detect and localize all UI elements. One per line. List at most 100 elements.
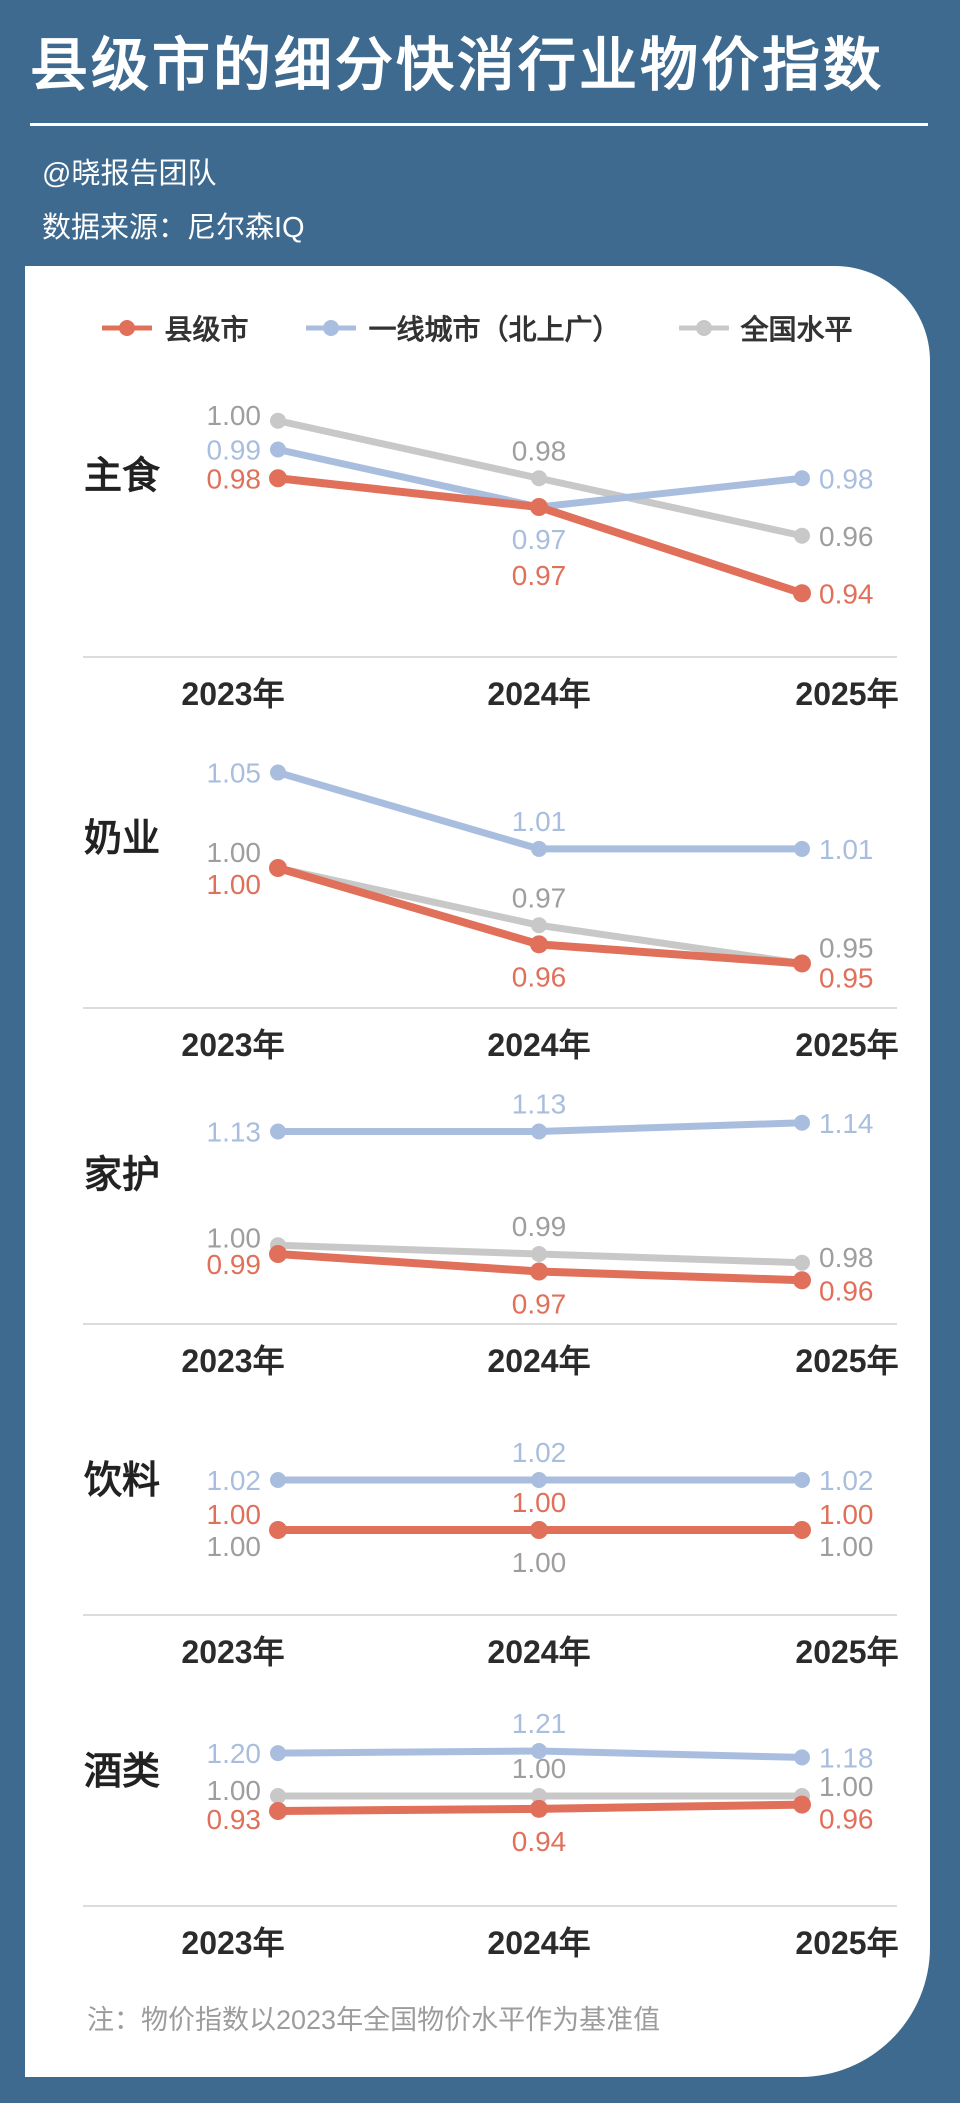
data-point-county [793,1520,811,1539]
data-point-national [531,1245,547,1262]
value-label-county: 0.97 [512,1288,567,1319]
data-point-tier1 [794,1114,810,1131]
value-label-national: 0.95 [819,932,874,963]
value-label-national: 0.99 [512,1211,567,1242]
value-label-national: 1.00 [512,1547,567,1578]
legend-marker-icon [678,319,729,336]
chart-dairy: 奶业 2023年 2024年 2025年 1.05 1.01 1.01 1.00 0.97 0.9… [83,757,899,1063]
data-point-tier1 [794,840,810,857]
data-point-county [269,1801,287,1820]
data-point-tier1 [270,1123,286,1140]
value-label-county: 0.96 [819,1804,874,1835]
data-point-national [270,412,286,429]
data-point-national [794,527,810,544]
value-label-national: 1.00 [819,1771,874,1802]
data-point-county [530,497,548,516]
data-point-county [530,1520,548,1539]
value-label-national: 1.00 [512,1753,567,1784]
data-point-county [793,584,811,603]
category-label: 主食 [84,456,161,498]
value-label-tier1: 1.02 [512,1437,567,1468]
data-point-tier1 [270,1745,286,1762]
chart-staple-food: 主食 2023年 2024年 2025年 1.00 0.98 0.96 0.99 0.97 0.9… [83,400,899,712]
legend-item-tier1: 一线城市（北上广） [306,308,621,348]
value-label-county: 0.96 [512,961,567,992]
value-label-county: 0.98 [207,463,262,494]
value-label-tier1: 0.99 [207,434,262,465]
value-label-national: 1.00 [207,1531,262,1562]
data-point-tier1 [531,1123,547,1140]
x-tick-label: 2025年 [795,1343,898,1379]
value-label-tier1: 1.20 [207,1738,262,1769]
data-source: 数据来源：尼尔森IQ [42,211,305,244]
x-tick-label: 2024年 [487,1027,590,1063]
data-point-national [270,1787,286,1804]
byline: @晓报告团队 [42,157,217,190]
value-label-tier1: 1.05 [207,757,262,788]
value-label-national: 0.97 [512,882,567,913]
x-tick-label: 2024年 [487,676,590,712]
chart-card: 县级市 一线城市（北上广） 全国水平 主食 2023年 2024年 2025年 1.00 0.… [25,265,930,2077]
value-label-county: 1.00 [207,869,262,900]
value-label-national: 1.00 [207,1775,262,1806]
value-label-tier1: 0.98 [819,463,874,494]
category-label: 奶业 [84,818,160,860]
data-point-national [531,1787,547,1804]
legend-marker-icon [306,319,357,336]
data-point-county [530,1262,548,1281]
value-label-national: 0.96 [819,521,874,552]
data-point-county [793,954,811,973]
x-tick-label: 2023年 [181,1027,284,1063]
x-tick-label: 2025年 [795,1634,898,1670]
value-label-tier1: 1.02 [819,1465,874,1496]
data-point-tier1 [794,470,810,487]
x-tick-label: 2023年 [181,1634,284,1670]
data-point-national [794,1254,810,1271]
data-point-county [269,858,287,877]
title-divider [30,122,928,126]
data-point-county [269,1244,287,1263]
value-label-tier1: 1.01 [512,806,567,837]
value-label-national: 1.00 [207,1222,262,1253]
data-point-tier1 [270,764,286,781]
x-tick-label: 2025年 [795,1027,898,1063]
value-label-county: 0.99 [207,1249,262,1280]
value-label-tier1: 1.02 [207,1465,262,1496]
data-point-tier1 [794,1749,810,1766]
x-tick-label: 2024年 [487,1925,590,1961]
category-label: 饮料 [84,1460,160,1502]
data-point-tier1 [531,1742,547,1759]
chart-beverages: 饮料 2023年 2024年 2025年 1.02 1.02 1.02 1.00 1.00 1.0… [83,1437,899,1670]
value-label-county: 0.95 [819,962,874,993]
x-tick-label: 2025年 [795,676,898,712]
data-point-county [269,1520,287,1539]
data-point-national [531,470,547,487]
data-point-national [531,917,547,934]
data-point-county [530,935,548,954]
value-label-tier1: 1.13 [207,1116,262,1147]
data-point-tier1 [270,441,286,458]
data-point-tier1 [531,1471,547,1488]
value-label-tier1: 1.18 [819,1742,874,1773]
value-label-national: 0.98 [819,1242,874,1273]
category-label: 家护 [84,1154,160,1196]
value-label-county: 0.94 [512,1826,567,1857]
category-label: 酒类 [84,1751,160,1793]
data-point-tier1 [794,1471,810,1488]
value-label-county: 1.00 [512,1487,567,1518]
data-point-county [269,469,287,488]
header: 县级市的细分快消行业物价指数 @晓报告团队 数据来源：尼尔森IQ [0,0,960,246]
legend-item-county: 县级市 [102,308,248,348]
page-title: 县级市的细分快消行业物价指数 [30,33,885,98]
value-label-national: 1.00 [207,837,262,868]
value-label-tier1: 1.01 [819,834,874,865]
x-tick-label: 2024年 [487,1634,590,1670]
x-tick-label: 2025年 [795,1925,898,1961]
footnote: 注：物价指数以2023年全国物价水平作为基准值 [87,2004,661,2035]
legend-marker-icon [102,319,153,336]
x-tick-label: 2023年 [181,1925,284,1961]
value-label-national: 1.00 [207,400,262,431]
